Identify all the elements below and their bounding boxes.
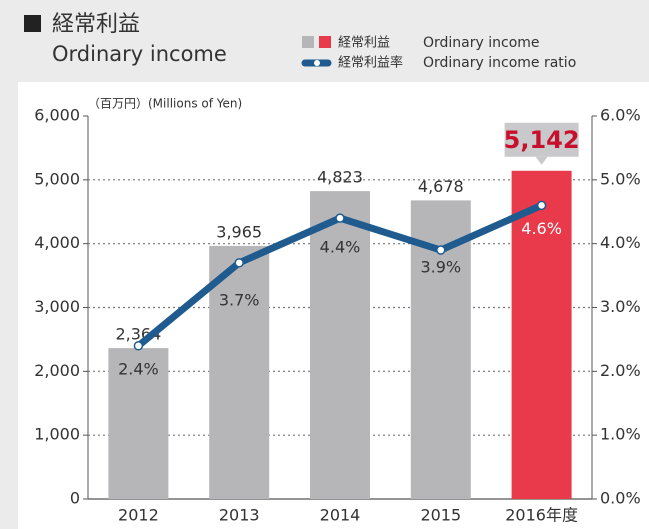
legend-point	[314, 60, 320, 66]
ratio-value-label: 4.4%	[320, 238, 361, 257]
y2-tick-label: 5.0%	[600, 169, 641, 188]
y-tick-label: 3,000	[34, 297, 80, 316]
bar-value-label: 5,142	[504, 126, 580, 154]
x-tick-label: 2013	[219, 506, 260, 525]
ratio-value-label: 3.7%	[219, 290, 260, 309]
ratio-value-label: 3.9%	[420, 258, 461, 277]
legend-label: 経常利益	[338, 36, 390, 51]
ratio-point	[234, 258, 244, 268]
bar	[511, 170, 572, 500]
callout-box	[504, 122, 579, 157]
title-square	[24, 15, 41, 32]
y-tick-label: 2,000	[34, 361, 80, 380]
ratio-value-label: 2.4%	[118, 359, 159, 378]
ratio-value-label: 4.6%	[521, 219, 562, 238]
bar	[209, 245, 270, 499]
y2-tick-label: 2.0%	[600, 361, 641, 380]
unit-label: （百万円）(Millions of Yen)	[88, 97, 242, 111]
ratio-point	[335, 213, 345, 223]
bar-value-label: 4,678	[418, 177, 464, 196]
bar	[108, 348, 169, 499]
y2-tick-label: 0.0%	[600, 489, 641, 508]
legend-swatch	[319, 36, 331, 48]
y-tick-label: 5,000	[34, 169, 80, 188]
x-tick-label: 2016年度	[505, 506, 578, 525]
y2-tick-label: 6.0%	[600, 106, 641, 125]
y-tick-label: 4,000	[34, 233, 80, 252]
y-tick-label: 6,000	[34, 106, 80, 125]
legend-label-en: Ordinary income	[423, 35, 540, 51]
callout-pointer	[535, 156, 548, 165]
y-tick-label: 1,000	[34, 425, 80, 444]
x-tick-label: 2015	[420, 506, 461, 525]
x-tick-label: 2014	[320, 506, 361, 525]
bar	[310, 191, 370, 499]
bar-value-label: 4,823	[317, 168, 363, 187]
bar-value-label: 3,965	[216, 222, 262, 241]
y-tick-label: 0	[70, 489, 80, 508]
ratio-point	[436, 245, 446, 255]
ratio-point	[536, 200, 547, 211]
chart-subtitle: Ordinary income	[52, 42, 227, 66]
y2-tick-label: 3.0%	[600, 297, 641, 316]
legend-swatch	[302, 36, 314, 48]
legend-label-en: Ordinary income ratio	[423, 55, 576, 71]
x-tick-label: 2012	[118, 506, 159, 525]
y2-tick-label: 4.0%	[600, 233, 641, 252]
chart-title: 経常利益	[52, 12, 140, 37]
legend-label: 経常利益率	[338, 55, 403, 71]
ratio-point	[133, 341, 144, 351]
y2-tick-label: 1.0%	[600, 425, 641, 444]
